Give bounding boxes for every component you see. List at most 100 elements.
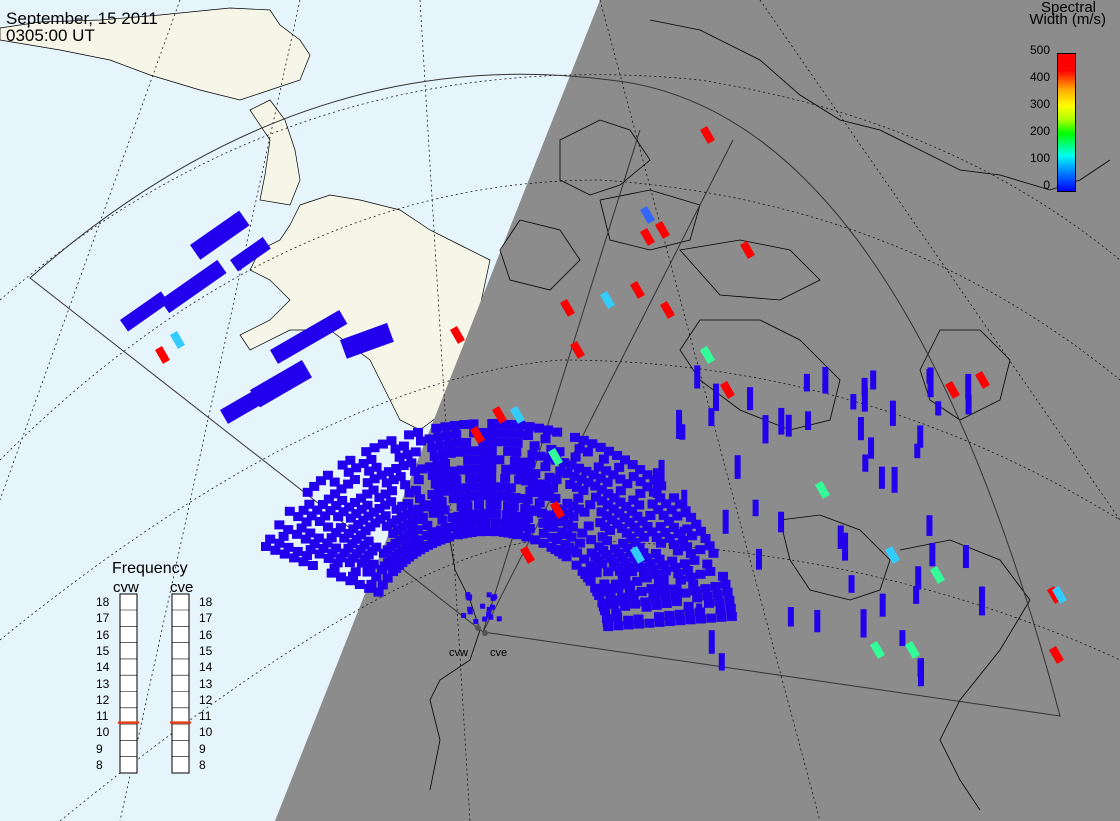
scatter-cell [712, 590, 722, 599]
colorbar-tick-label: 0 [1020, 178, 1050, 192]
scatter-cell [915, 566, 921, 589]
scatter-cell [304, 500, 314, 509]
scatter-cell [444, 440, 454, 449]
scatter-cell [274, 520, 284, 529]
scatter-cell [543, 426, 553, 435]
scatter-cell [655, 618, 665, 627]
scatter-cell [979, 587, 985, 616]
scatter-cell [336, 572, 346, 581]
scatter-cell [695, 545, 705, 554]
scatter-cell [568, 523, 578, 532]
scatter-cell [704, 599, 714, 608]
scatter-cell [487, 428, 497, 437]
scatter-cell [265, 535, 275, 544]
frequency-tick-label-left: 10 [96, 726, 109, 738]
scatter-cell [879, 467, 885, 489]
scatter-cell [522, 532, 532, 541]
scatter-cell [488, 615, 493, 620]
scatter-cell [926, 515, 932, 536]
scatter-cell [411, 447, 421, 456]
scatter-cell [680, 589, 690, 598]
scatter-cell [525, 459, 535, 468]
frequency-tick-label-left: 15 [96, 645, 109, 657]
scatter-cell [433, 433, 443, 442]
scatter-cell [504, 438, 514, 447]
scatter-cell [378, 440, 388, 449]
scatter-cell [890, 401, 896, 426]
scatter-cell [573, 494, 583, 503]
scatter-cell [634, 500, 644, 509]
scatter-cell [849, 575, 855, 593]
colorbar-title-line2: Width (m/s) [1029, 12, 1106, 27]
scatter-cell [696, 570, 706, 579]
scatter-cell [482, 617, 487, 622]
scatter-cell [496, 428, 506, 437]
scatter-cell [467, 528, 477, 537]
scatter-cell [696, 603, 702, 623]
date-label: September, 15 2011 [6, 10, 158, 27]
scatter-cell [305, 529, 315, 538]
scatter-cell [735, 455, 741, 479]
scatter-cell [285, 507, 295, 516]
scatter-cell [541, 434, 551, 443]
scatter-cell [571, 453, 581, 462]
scatter-cell [575, 539, 585, 548]
scatter-cell [550, 494, 560, 503]
frequency-tick-label-left: 11 [96, 710, 108, 722]
frequency-tick-label-right: 15 [199, 645, 212, 657]
scatter-cell [440, 422, 450, 431]
scatter-cell [396, 472, 406, 481]
scatter-cell [283, 525, 293, 534]
scatter-cell [480, 518, 490, 527]
scatter-cell [355, 580, 365, 589]
scatter-cell [425, 434, 435, 443]
scatter-cell [570, 433, 580, 442]
scatter-cell [716, 605, 726, 614]
scatter-cell [450, 421, 460, 430]
colorbar-tick-label: 200 [1020, 124, 1050, 138]
scatter-cell [487, 437, 497, 446]
scatter-cell [411, 486, 421, 495]
scatter-cell [284, 543, 294, 552]
time-label: 0305:00 UT [6, 27, 95, 44]
scatter-cell [723, 510, 729, 534]
scatter-cell [372, 463, 382, 472]
scatter-cell [899, 630, 905, 646]
scatter-cell [624, 620, 634, 629]
scatter-cell [713, 384, 719, 411]
scatter-cell [473, 619, 478, 624]
scatter-cell [491, 500, 501, 509]
scatter-cell [523, 495, 533, 504]
scatter-cell [548, 483, 558, 492]
scatter-cell [404, 430, 414, 439]
scatter-cell [686, 615, 696, 624]
spectral-width-colorbar [1057, 53, 1076, 192]
scatter-cell [440, 459, 450, 468]
scatter-cell [720, 580, 730, 589]
frequency-tick-label-right: 13 [199, 678, 212, 690]
colorbar-tick-label: 400 [1020, 70, 1050, 84]
scatter-cell [727, 612, 737, 621]
scatter-cell [494, 455, 504, 464]
scatter-cell [676, 578, 682, 601]
scatter-cell [486, 473, 496, 482]
scatter-cell [465, 592, 470, 597]
frequency-tick-label-right: 18 [199, 596, 212, 608]
frequency-tick-label-left: 12 [96, 694, 109, 706]
frequency-tick-label-left: 13 [96, 678, 109, 690]
scatter-cell [451, 430, 461, 439]
scatter-cell [665, 617, 675, 626]
scatter-cell [351, 567, 361, 576]
frequency-tick-label-left: 14 [96, 661, 109, 673]
frequency-tick-label-left: 8 [96, 759, 103, 771]
radar-site-marker [475, 625, 481, 631]
scatter-cell [400, 480, 410, 489]
scatter-cell [966, 395, 972, 414]
scatter-cell [567, 533, 577, 542]
scatter-cell [366, 455, 376, 464]
frequency-tick-label-right: 16 [199, 629, 212, 641]
scatter-cell [387, 486, 397, 495]
scatter-cell [609, 600, 619, 609]
scatter-cell [706, 614, 716, 623]
scatter-cell [717, 613, 727, 622]
